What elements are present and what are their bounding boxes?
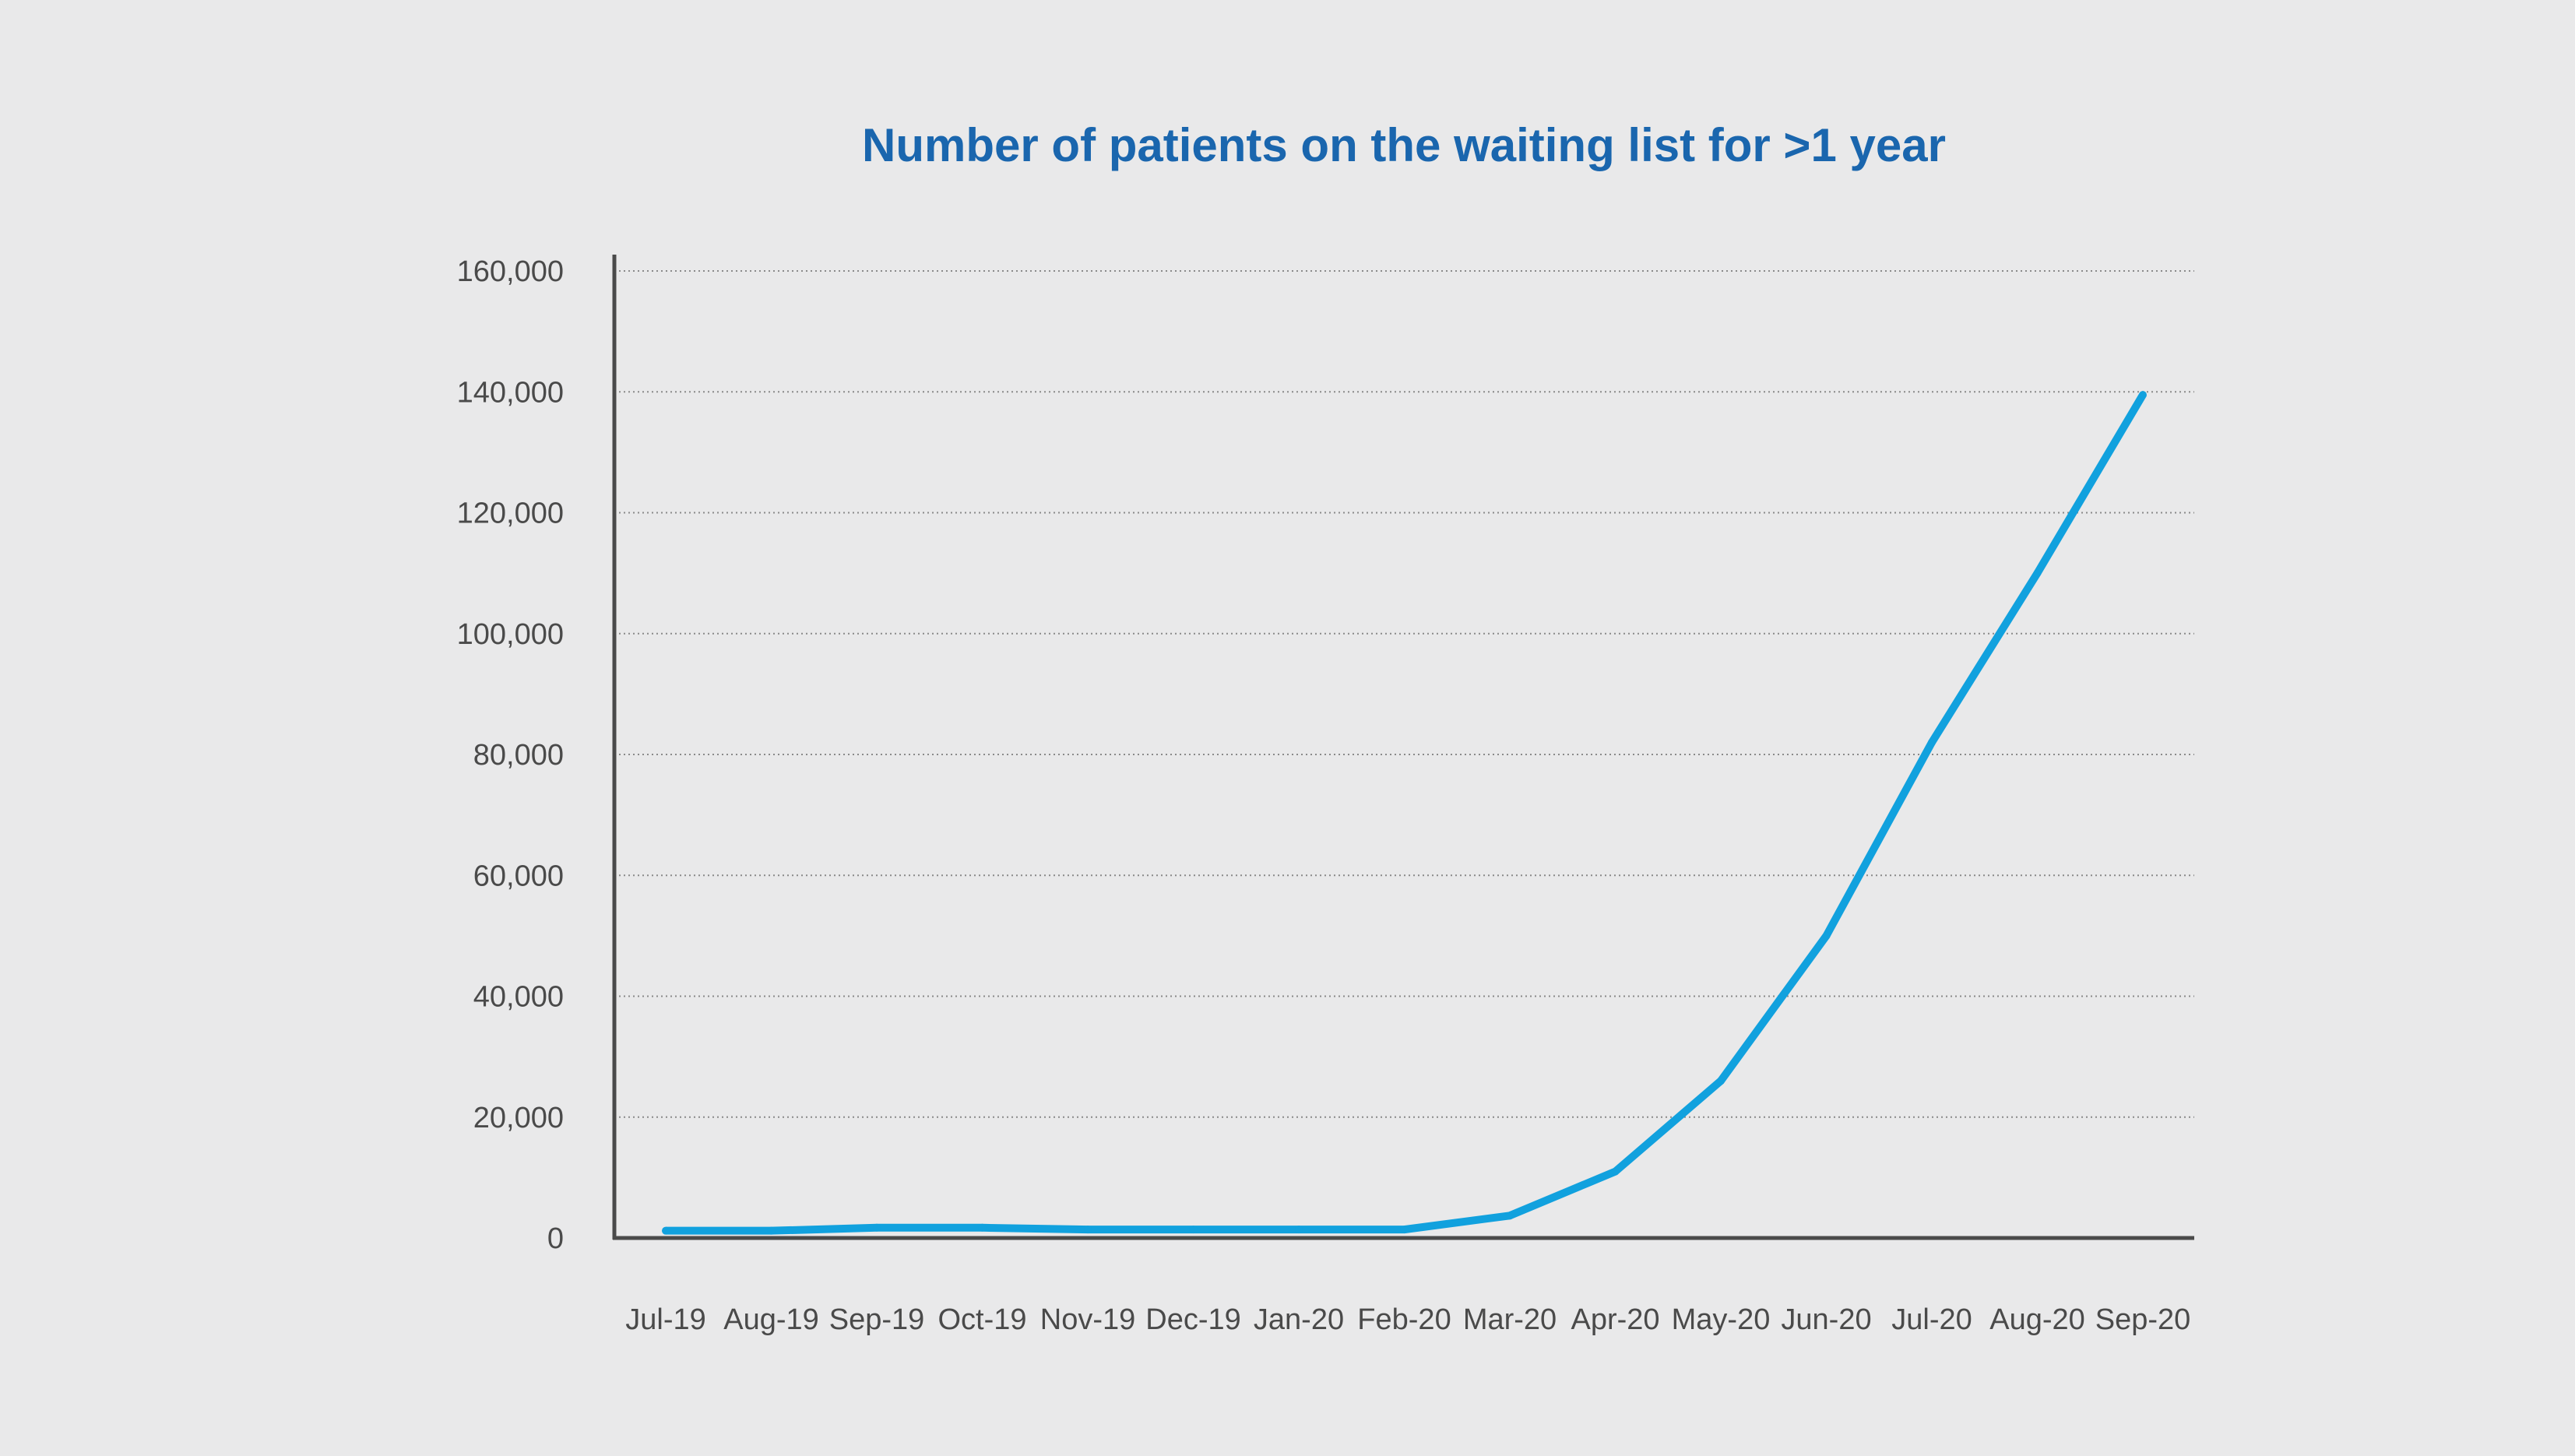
x-tick-label: Sep-19 bbox=[829, 1303, 925, 1336]
data-point bbox=[1717, 1077, 1725, 1085]
x-tick-label: Dec-19 bbox=[1145, 1303, 1241, 1336]
y-tick-label: 80,000 bbox=[473, 739, 564, 772]
x-tick-label: Sep-20 bbox=[2095, 1303, 2191, 1336]
data-point bbox=[873, 1223, 881, 1232]
grid-lines bbox=[614, 270, 2194, 1118]
x-tick-label: Feb-20 bbox=[1357, 1303, 1451, 1336]
x-tick-label: Aug-19 bbox=[723, 1303, 819, 1336]
data-point bbox=[662, 1226, 670, 1235]
data-point bbox=[1506, 1212, 1514, 1220]
x-tick-label: Nov-19 bbox=[1040, 1303, 1136, 1336]
y-tick-label: 100,000 bbox=[457, 618, 564, 651]
x-tick-label: Jul-19 bbox=[625, 1303, 706, 1336]
x-axis-tick-labels: Jul-19 Aug-19 Sep-19 Oct-19 Nov-19 Dec-19 Jan-… bbox=[625, 1303, 2190, 1336]
y-tick-label: 60,000 bbox=[473, 860, 564, 892]
y-tick-label: 160,000 bbox=[457, 255, 564, 288]
data-point bbox=[2033, 569, 2042, 578]
x-tick-label: May-20 bbox=[1672, 1303, 1771, 1336]
y-axis-tick-labels: 0 20,000 40,000 60,000 80,000 100,000 120,000 1… bbox=[457, 255, 564, 1255]
data-point bbox=[2139, 391, 2147, 399]
y-tick-label: 120,000 bbox=[457, 498, 564, 530]
data-point bbox=[1928, 738, 1936, 747]
y-tick-label: 40,000 bbox=[473, 981, 564, 1014]
data-point bbox=[1611, 1167, 1620, 1176]
data-point bbox=[978, 1223, 987, 1232]
axes bbox=[612, 255, 2194, 1240]
data-point bbox=[1822, 931, 1831, 940]
x-tick-label: Aug-20 bbox=[1989, 1303, 2085, 1336]
x-tick-label: Apr-20 bbox=[1571, 1303, 1659, 1336]
y-tick-label: 20,000 bbox=[473, 1102, 564, 1134]
data-point bbox=[767, 1226, 776, 1235]
data-point bbox=[1400, 1226, 1409, 1234]
data-point bbox=[1189, 1226, 1198, 1234]
x-tick-label: Jan-20 bbox=[1254, 1303, 1344, 1336]
y-tick-label: 140,000 bbox=[457, 376, 564, 409]
series-layer bbox=[662, 391, 2147, 1235]
chart-title: Number of patients on the waiting list f… bbox=[862, 119, 1946, 171]
series-line bbox=[666, 392, 2147, 1235]
x-tick-label: Jun-20 bbox=[1781, 1303, 1871, 1336]
y-tick-label: 0 bbox=[547, 1222, 564, 1255]
x-tick-label: Jul-20 bbox=[1891, 1303, 1972, 1336]
data-point bbox=[1084, 1226, 1092, 1234]
x-tick-label: Mar-20 bbox=[1463, 1303, 1557, 1336]
data-point bbox=[1295, 1226, 1303, 1234]
x-tick-label: Oct-19 bbox=[937, 1303, 1026, 1336]
